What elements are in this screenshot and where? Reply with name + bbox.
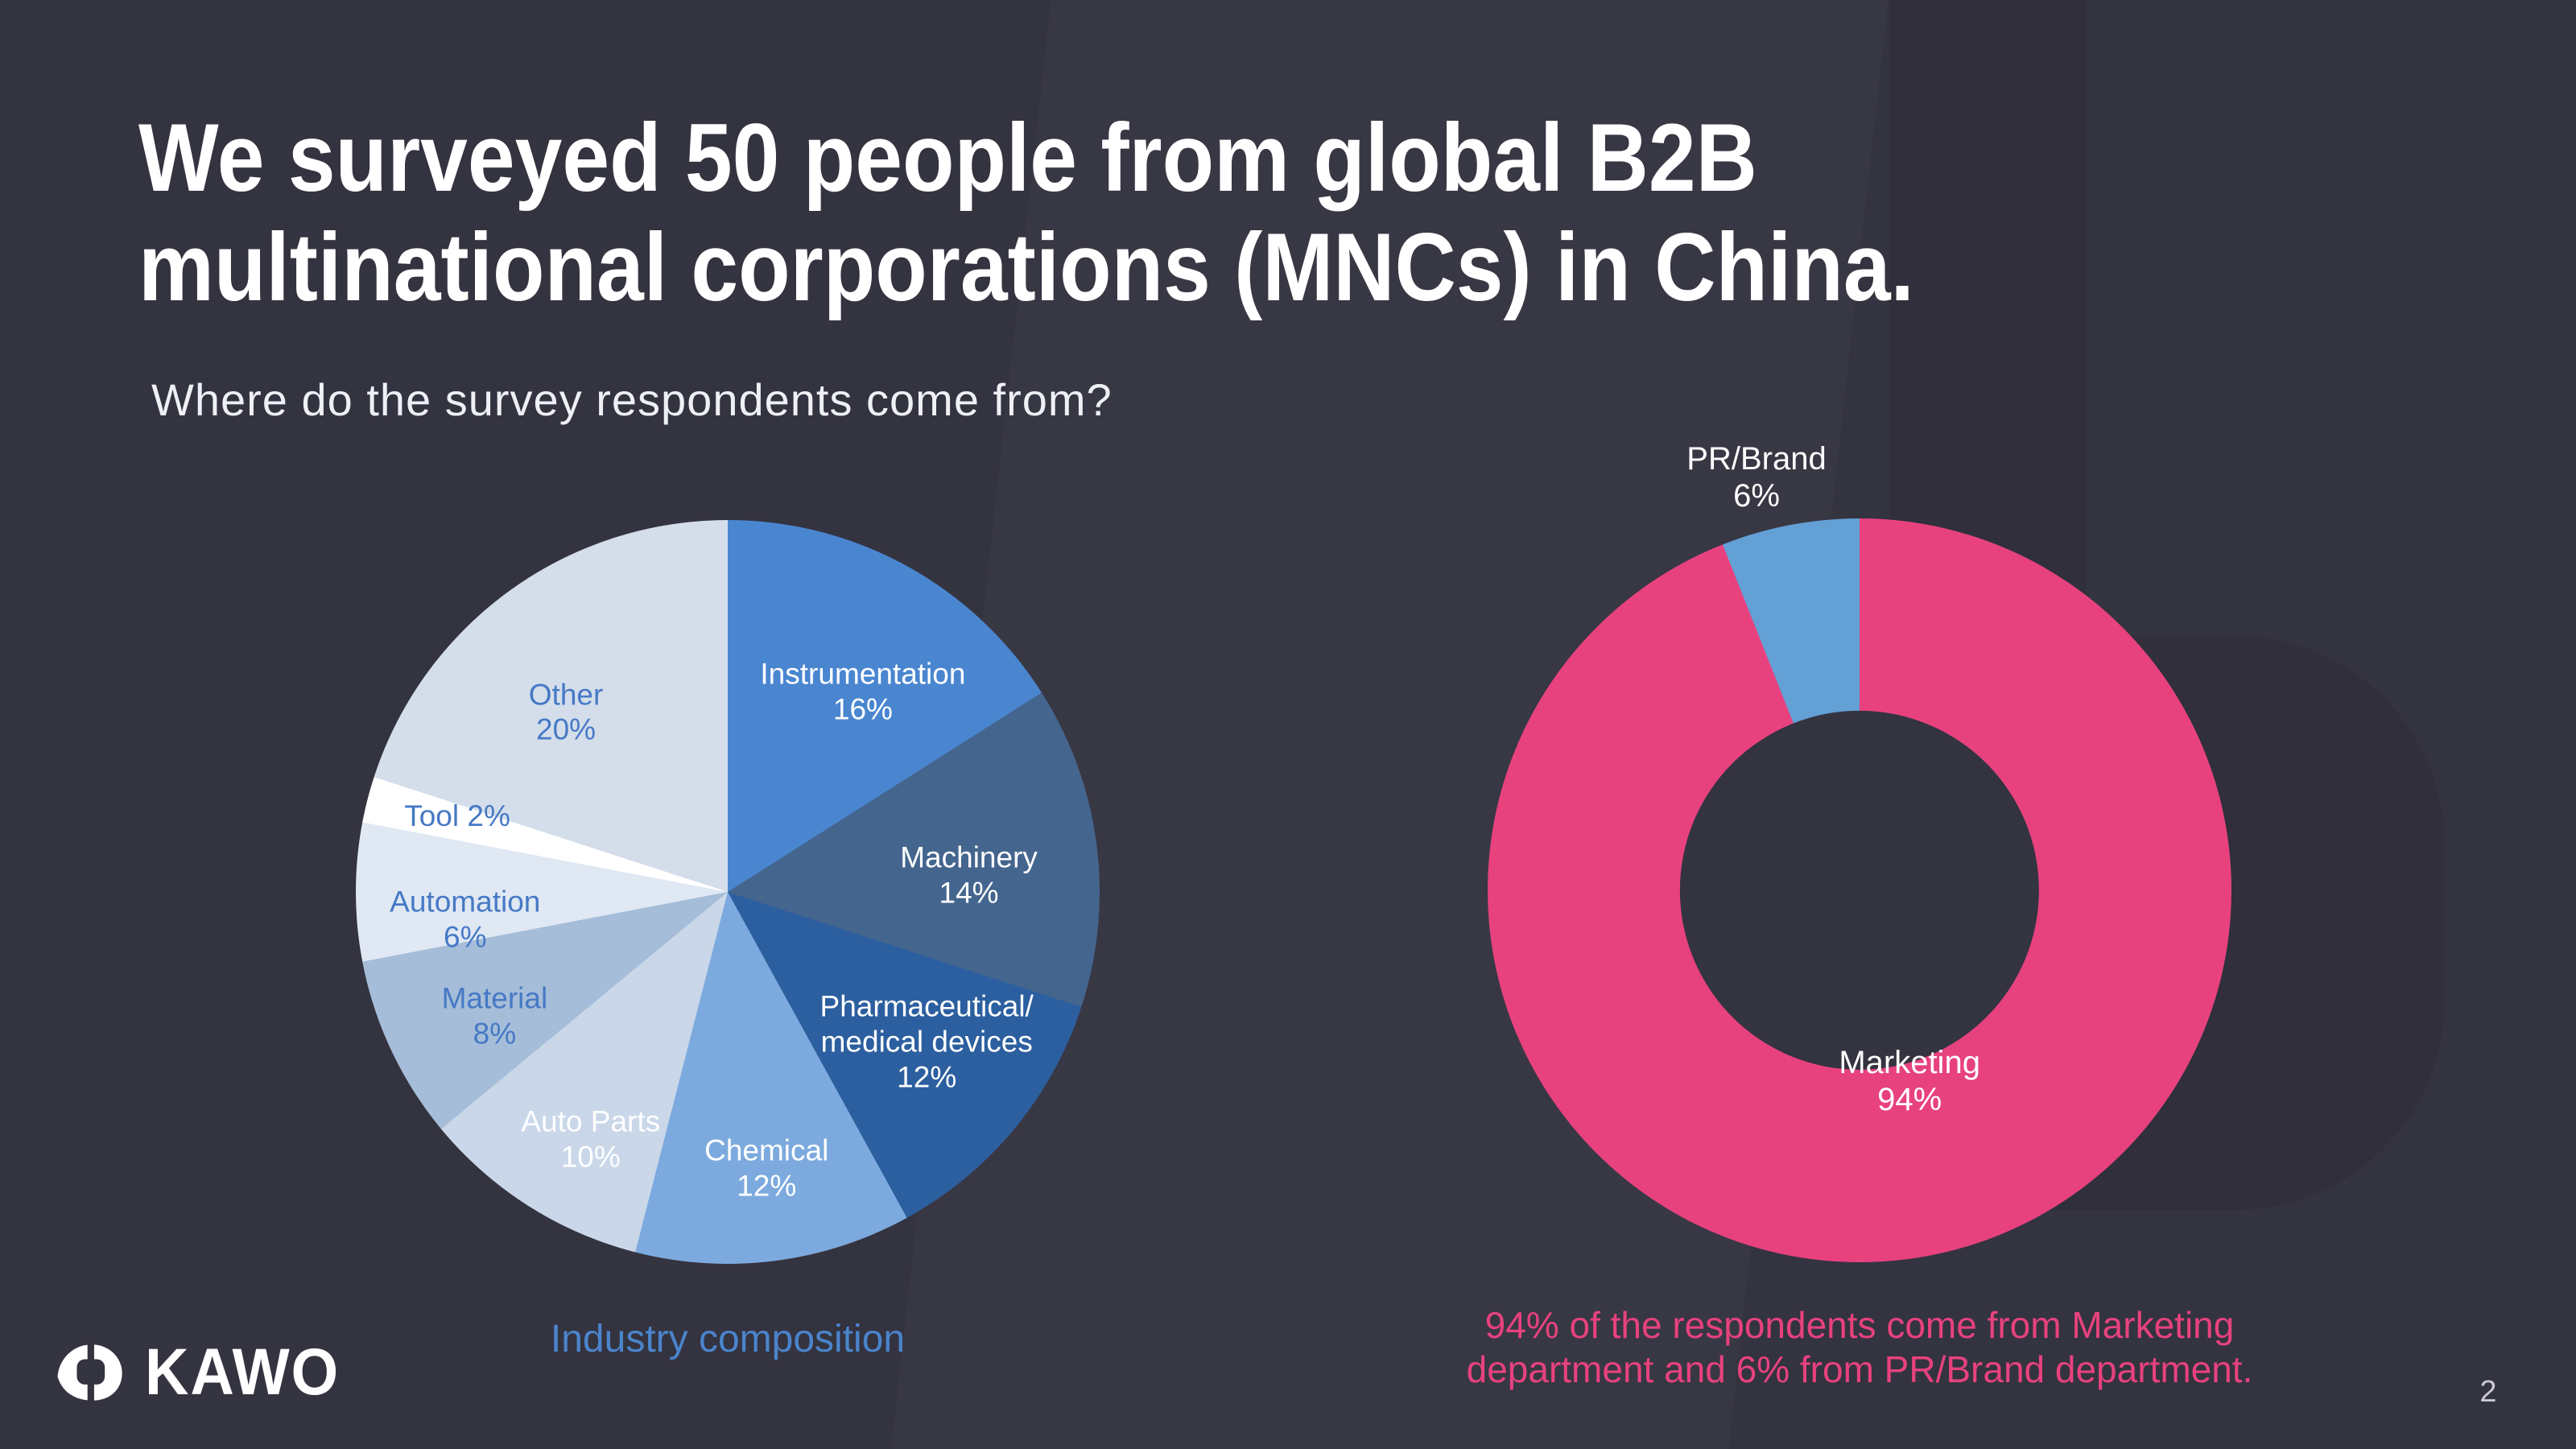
pie-slice-label-material: Material 8% <box>441 981 548 1050</box>
donut-hole <box>1679 710 2040 1071</box>
pie-slice-label-chemical: Chemical 12% <box>704 1133 829 1203</box>
pie-slice-label-auto-parts: Auto Parts 10% <box>521 1104 661 1174</box>
pie-slice-label-other: Other 20% <box>528 678 604 746</box>
slide-title-line-1: We surveyed 50 people from global B2B <box>138 104 1757 212</box>
pie-slice-label-instrumentation: Instrumentation 16% <box>760 657 966 726</box>
pie-slice-label-automation: Automation 6% <box>390 885 541 954</box>
slide-subtitle: Where do the survey respondents come fro… <box>151 374 1113 425</box>
slide-title: We surveyed 50 people from global B2B mu… <box>138 103 1914 322</box>
brand-name: KAWO <box>145 1335 341 1409</box>
donut-caption-line-2: department and 6% from PR/Brand departme… <box>1466 1348 2253 1390</box>
pie-slice-label-tool: Tool 2% <box>404 799 510 833</box>
pie-slice-label-machinery: Machinery 14% <box>900 840 1038 910</box>
brand-logo: KAWO <box>56 1335 357 1410</box>
donut-slice-label-pr-brand: PR/Brand 6% <box>1686 440 1827 514</box>
pie-chart-caption: Industry composition <box>550 1318 906 1360</box>
donut-caption-line-1: 94% of the respondents come from Marketi… <box>1484 1304 2235 1346</box>
donut-chart-caption: 94% of the respondents come from Marketi… <box>1377 1303 2343 1392</box>
donut-slice-label-marketing: Marketing 94% <box>1839 1044 1980 1117</box>
industry-pie-chart: Instrumentation 16% Machinery 14% Pharmaceut… <box>356 520 1100 1264</box>
department-donut-chart: Marketing 94% PR/Brand 6% <box>1488 441 2231 1262</box>
slide-title-line-2: multinational corporations (MNCs) in Chi… <box>138 213 1914 321</box>
kawo-logo-icon <box>57 1342 122 1403</box>
pie-slice-label-pharmaceutical-medical-devices: Pharmaceutical/medical devices 12% <box>819 989 1034 1094</box>
page-number: 2 <box>2479 1375 2497 1409</box>
